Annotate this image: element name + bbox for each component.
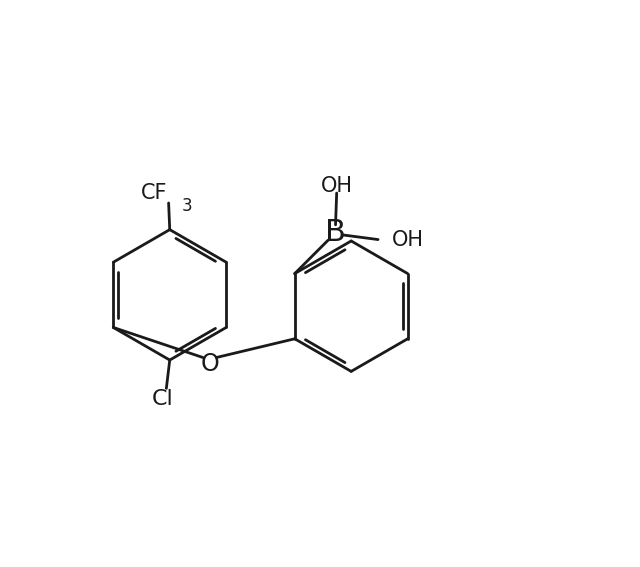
- Text: OH: OH: [321, 176, 353, 196]
- Text: Cl: Cl: [152, 388, 174, 409]
- Text: B: B: [325, 218, 346, 247]
- Text: O: O: [200, 352, 219, 376]
- Text: OH: OH: [392, 230, 424, 249]
- Text: 3: 3: [182, 197, 192, 215]
- Text: CF: CF: [140, 183, 167, 203]
